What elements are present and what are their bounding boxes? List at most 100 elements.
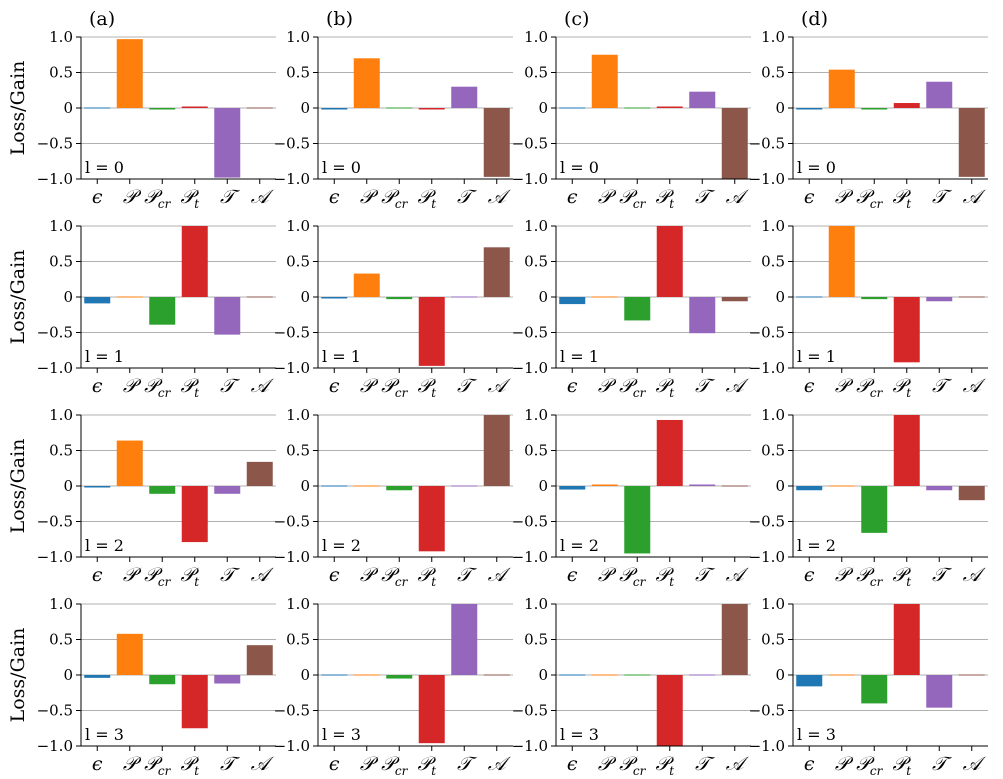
bar-P [591, 54, 618, 108]
y-tick-label: 0 [775, 477, 785, 495]
x-tick-label: 𝒯 [932, 186, 952, 208]
panel-b-l0: 1.0 0.5 0 −0.5 −1.0 ϵ 𝒫 𝒫cr 𝒫t 𝒯 𝒜l = 0 (b) [274, 8, 513, 211]
panel-a-l3: 1.0 0.5 0 −0.5 −1.0 ϵ 𝒫 𝒫cr 𝒫t 𝒯 𝒜l = 3 Loss/Gain [7, 595, 276, 778]
x-tick-label: 𝒫t [180, 186, 199, 211]
bar-Pcr [861, 486, 888, 533]
bar-A [246, 645, 273, 675]
bar-P [353, 273, 380, 297]
bar-T [214, 486, 241, 494]
y-tick-label: −1.0 [274, 170, 310, 188]
x-tick-label: ϵ [92, 186, 103, 208]
bar-epsilon [796, 486, 823, 491]
level-label: l = 2 [797, 536, 836, 555]
x-tick-label: 𝒫t [417, 753, 436, 778]
y-tick-label: −0.5 [274, 513, 310, 531]
level-label: l = 3 [85, 725, 124, 744]
bar-epsilon [559, 486, 586, 490]
y-tick-label: −0.5 [37, 135, 73, 153]
x-tick-label: 𝒜 [963, 186, 987, 208]
bar-epsilon [84, 486, 111, 488]
bar-A [958, 486, 985, 501]
bar-A [246, 461, 273, 486]
x-tick-label: 𝒯 [457, 375, 477, 397]
y-tick-label: −1.0 [512, 548, 548, 566]
y-tick-label: 0.5 [761, 442, 785, 460]
x-tick-label: 𝒫cr [619, 375, 646, 400]
x-tick-label: 𝒜 [488, 375, 512, 397]
x-tick-label: 𝒫cr [856, 375, 883, 400]
y-tick-label: 1.0 [524, 28, 548, 46]
column-label: (b) [326, 8, 353, 30]
y-tick-label: −0.5 [274, 324, 310, 342]
column-label: (c) [564, 8, 589, 30]
bar-T [451, 485, 478, 487]
x-tick-label: 𝒫 [835, 186, 854, 208]
panel-a-l1: 1.0 0.5 0 −0.5 −1.0 ϵ 𝒫 𝒫cr 𝒫t 𝒯 𝒜l = 1 Loss/Gain [7, 217, 276, 400]
y-tick-label: −1.0 [512, 359, 548, 377]
y-tick-label: 0.5 [49, 442, 73, 460]
x-tick-label: 𝒫 [123, 375, 142, 397]
y-tick-label: 0.5 [286, 631, 310, 649]
bar-Pt [181, 486, 208, 543]
y-tick-label: −0.5 [37, 324, 73, 342]
panel-b-l1: 1.0 0.5 0 −0.5 −1.0 ϵ 𝒫 𝒫cr 𝒫t 𝒯 𝒜l = 1 [274, 217, 513, 400]
x-tick-label: 𝒫 [360, 375, 379, 397]
x-tick-label: 𝒯 [695, 564, 715, 586]
bar-Pcr [624, 297, 651, 321]
x-tick-label: ϵ [329, 564, 340, 586]
panel-b-l3: 1.0 0.5 0 −0.5 −1.0 ϵ 𝒫 𝒫cr 𝒫t 𝒯 𝒜l = 3 [274, 595, 513, 778]
x-tick-label: 𝒫t [655, 375, 674, 400]
x-tick-label: 𝒫 [123, 564, 142, 586]
y-tick-label: −0.5 [749, 135, 785, 153]
y-tick-label: 0.5 [49, 253, 73, 271]
level-label: l = 3 [560, 725, 599, 744]
y-tick-label: 0.5 [761, 64, 785, 82]
x-tick-label: 𝒫t [892, 564, 911, 589]
x-tick-label: 𝒯 [932, 753, 952, 775]
level-label: l = 2 [322, 536, 361, 555]
bar-T [926, 486, 953, 491]
bar-Pt [893, 297, 920, 363]
x-tick-label: 𝒫cr [381, 186, 408, 211]
x-tick-label: 𝒜 [963, 375, 987, 397]
bar-T [451, 296, 478, 298]
bar-epsilon [559, 297, 586, 305]
x-tick-label: 𝒜 [726, 564, 750, 586]
bar-T [926, 675, 953, 708]
x-tick-label: 𝒫cr [619, 753, 646, 778]
x-tick-label: ϵ [567, 375, 578, 397]
level-label: l = 3 [797, 725, 836, 744]
x-tick-label: 𝒫 [360, 753, 379, 775]
x-tick-label: 𝒫 [123, 186, 142, 208]
x-tick-label: ϵ [567, 753, 578, 775]
bar-T [689, 91, 716, 108]
bar-P [591, 484, 618, 486]
level-label: l = 0 [560, 158, 599, 177]
x-tick-label: ϵ [567, 186, 578, 208]
y-tick-label: −0.5 [512, 135, 548, 153]
bar-Pt [893, 415, 920, 486]
y-axis-label: Loss/Gain [7, 628, 29, 723]
x-tick-label: 𝒫t [892, 753, 911, 778]
y-tick-label: 0 [538, 99, 548, 117]
y-tick-label: 0 [538, 477, 548, 495]
panel-d-l2: 1.0 0.5 0 −0.5 −1.0 ϵ 𝒫 𝒫cr 𝒫t 𝒯 𝒜l = 2 [749, 406, 988, 589]
bar-Pt [418, 675, 445, 744]
bar-Pt [418, 108, 445, 110]
x-tick-label: ϵ [804, 753, 815, 775]
x-tick-label: ϵ [804, 564, 815, 586]
x-tick-label: 𝒜 [251, 564, 275, 586]
bar-epsilon [84, 675, 111, 678]
x-tick-label: 𝒫cr [856, 564, 883, 589]
bar-Pcr [149, 675, 176, 685]
x-tick-label: ϵ [92, 375, 103, 397]
panel-c-l1: 1.0 0.5 0 −0.5 −1.0 ϵ 𝒫 𝒫cr 𝒫t 𝒯 𝒜l = 1 [512, 217, 751, 400]
bar-epsilon [84, 297, 111, 304]
bar-A [246, 296, 273, 298]
bar-P [353, 485, 380, 487]
bar-T [926, 81, 953, 108]
y-tick-label: −0.5 [749, 513, 785, 531]
y-tick-label: −0.5 [274, 702, 310, 720]
y-tick-label: 0.5 [761, 631, 785, 649]
